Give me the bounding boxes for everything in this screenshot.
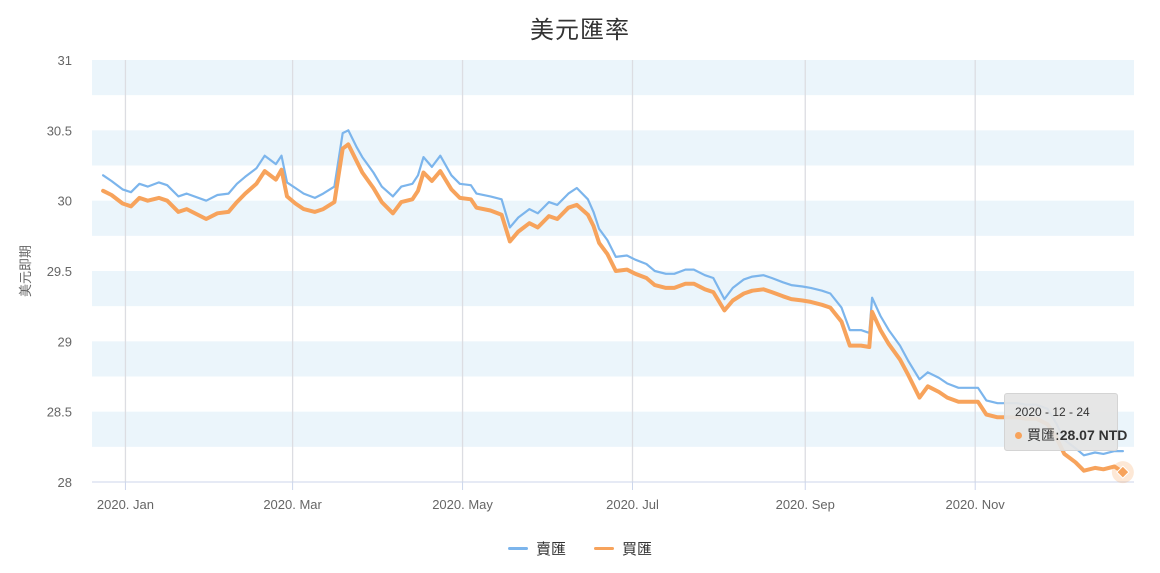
- tooltip-date: 2020 - 12 - 24: [1015, 405, 1090, 419]
- y-axis-label: 美元即期: [19, 245, 34, 297]
- y-tick-label: 30.5: [47, 123, 72, 138]
- tooltip-row: 買匯: 28.07 NTD: [1015, 425, 1127, 445]
- grid-band: [92, 411, 1134, 447]
- y-axis-ticks: 28 28.5 29 29.5 30 30.5 31: [47, 53, 72, 490]
- y-tick-label: 31: [58, 53, 72, 68]
- tooltip-value: 28.07 NTD: [1059, 427, 1128, 443]
- x-tick-label: 2020. May: [432, 497, 493, 512]
- x-tick-label: 2020. Sep: [776, 497, 835, 512]
- grid-band: [92, 341, 1134, 377]
- legend-label-buy: 買匯: [622, 540, 653, 558]
- y-tick-label: 28: [58, 475, 72, 490]
- legend: 賣匯 買匯: [0, 538, 1160, 559]
- y-tick-label: 30: [58, 194, 72, 209]
- tooltip-series-label: 買匯:: [1027, 428, 1060, 444]
- series-line-sell[interactable]: [102, 129, 1124, 457]
- grid-band: [92, 130, 1134, 166]
- x-tick-label: 2020. Jul: [606, 497, 659, 512]
- hover-marker: [1111, 461, 1134, 484]
- legend-item-sell[interactable]: 賣匯: [507, 538, 566, 559]
- y-tick-label: 29.5: [47, 264, 72, 279]
- legend-item-buy[interactable]: 買匯: [594, 538, 652, 559]
- y-tick-label: 28.5: [47, 405, 72, 420]
- grid-band: [92, 200, 1134, 236]
- x-tick-label: 2020. Jan: [97, 497, 154, 512]
- series-layer: [101, 129, 1125, 475]
- x-tick-label: 2020. Mar: [263, 497, 322, 512]
- x-axis-ticks: 2020. Jan 2020. Mar 2020. May 2020. Jul 2020…: [97, 482, 1005, 512]
- chart-title: 美元匯率: [530, 16, 630, 44]
- legend-swatch-buy: [594, 547, 614, 550]
- tooltip-series-dot: [1015, 431, 1022, 439]
- grid-bands: [92, 60, 1134, 447]
- grid-band: [92, 60, 1134, 96]
- hover-point[interactable]: [1116, 465, 1130, 479]
- series-line-buy[interactable]: [101, 142, 1125, 475]
- grid-band: [92, 271, 1134, 307]
- tooltip: 2020 - 12 - 24 買匯: 28.07 NTD: [1004, 393, 1127, 451]
- y-tick-label: 29: [58, 334, 72, 349]
- legend-label-sell: 賣匯: [535, 540, 566, 558]
- x-tick-label: 2020. Nov: [946, 497, 1006, 512]
- legend-swatch-sell: [507, 547, 528, 550]
